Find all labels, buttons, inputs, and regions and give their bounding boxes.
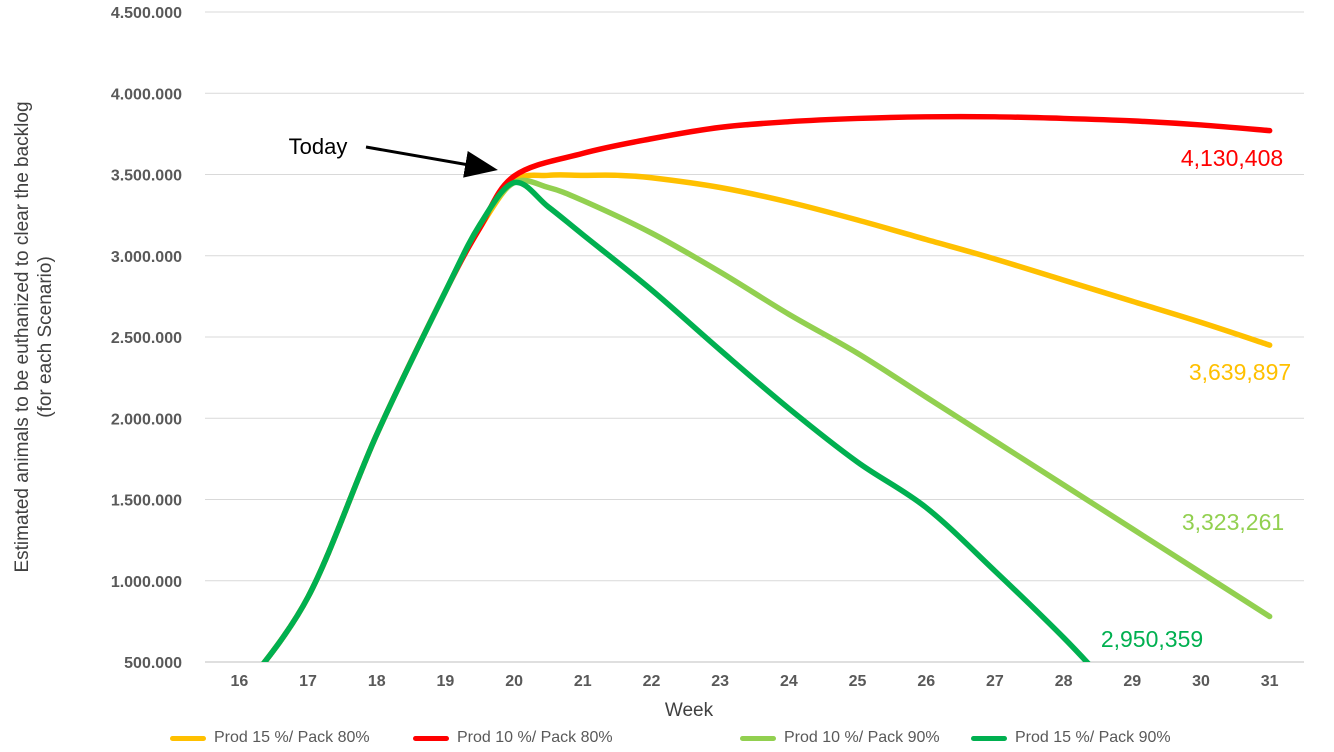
legend-swatch-yellow bbox=[170, 735, 206, 741]
y-tick-label: 4.500.000 bbox=[111, 5, 182, 22]
legend-label: Prod 15 %/ Pack 90% bbox=[1015, 729, 1171, 746]
series-line-prod-10-pack-80-[interactable] bbox=[239, 113, 1273, 695]
chart-legend: Prod 15 %/ Pack 80% Prod 10 %/ Pack 80% … bbox=[0, 726, 1334, 752]
y-tick-label: 1.500.000 bbox=[111, 493, 182, 510]
x-tick-label: 25 bbox=[849, 673, 867, 690]
x-tick-label: 29 bbox=[1123, 673, 1141, 690]
labels-group: 500.000 1.000.000 1.500.000 2.000.000 2.500.… bbox=[111, 5, 1291, 690]
gridlines-group bbox=[205, 11, 1304, 663]
legend-entry-prod15-pack90[interactable]: Prod 15 %/ Pack 90% bbox=[971, 726, 1171, 750]
y-tick-label: 4.000.000 bbox=[111, 86, 182, 103]
legend-label: Prod 15 %/ Pack 80% bbox=[214, 729, 370, 746]
today-annotation-label: Today bbox=[289, 134, 348, 159]
x-axis-title: Week bbox=[665, 700, 714, 721]
legend-swatch-red bbox=[413, 735, 449, 741]
y-tick-label: 3.500.000 bbox=[111, 168, 182, 185]
y-axis-title-line2: (for each Scenario) bbox=[35, 256, 56, 418]
y-tick-label: 1.000.000 bbox=[111, 574, 182, 591]
series-end-label: 2,950,359 bbox=[1101, 626, 1203, 652]
x-tick-label: 16 bbox=[230, 673, 248, 690]
legend-entry-prod10-pack80[interactable]: Prod 10 %/ Pack 80% bbox=[413, 726, 613, 750]
x-tick-label: 20 bbox=[505, 673, 523, 690]
series-line-prod-15-pack-90-[interactable] bbox=[239, 179, 1104, 694]
series-end-label: 3,639,897 bbox=[1189, 359, 1291, 385]
y-tick-label: 500.000 bbox=[124, 655, 182, 672]
series-line-prod-15-pack-80-[interactable] bbox=[239, 172, 1273, 695]
series-end-label: 4,130,408 bbox=[1181, 145, 1283, 171]
y-axis-title-line1: Estimated animals to be euthanized to cl… bbox=[12, 101, 33, 572]
x-tick-label: 21 bbox=[574, 673, 592, 690]
legend-swatch-dark-green bbox=[971, 735, 1007, 741]
today-annotation-arrow bbox=[365, 145, 498, 178]
legend-swatch-light-green bbox=[740, 735, 776, 741]
x-tick-label: 24 bbox=[780, 673, 798, 690]
legend-label: Prod 10 %/ Pack 90% bbox=[784, 729, 940, 746]
series-line-prod-10-pack-90-[interactable] bbox=[239, 177, 1273, 694]
legend-entry-prod10-pack90[interactable]: Prod 10 %/ Pack 90% bbox=[740, 726, 940, 750]
x-tick-label: 17 bbox=[299, 673, 317, 690]
legend-label: Prod 10 %/ Pack 80% bbox=[457, 729, 613, 746]
x-tick-label: 26 bbox=[917, 673, 935, 690]
y-tick-label: 2.000.000 bbox=[111, 411, 182, 428]
y-tick-label: 2.500.000 bbox=[111, 330, 182, 347]
series-group bbox=[239, 113, 1273, 695]
series-end-label: 3,323,261 bbox=[1182, 509, 1284, 535]
x-tick-label: 19 bbox=[437, 673, 455, 690]
x-tick-label: 30 bbox=[1192, 673, 1210, 690]
x-tick-label: 23 bbox=[711, 673, 729, 690]
x-tick-label: 27 bbox=[986, 673, 1004, 690]
x-tick-label: 31 bbox=[1261, 673, 1279, 690]
legend-entry-prod15-pack80[interactable]: Prod 15 %/ Pack 80% bbox=[170, 726, 370, 750]
x-tick-label: 22 bbox=[643, 673, 661, 690]
x-tick-label: 18 bbox=[368, 673, 386, 690]
y-tick-label: 3.000.000 bbox=[111, 249, 182, 266]
x-tick-label: 28 bbox=[1055, 673, 1073, 690]
